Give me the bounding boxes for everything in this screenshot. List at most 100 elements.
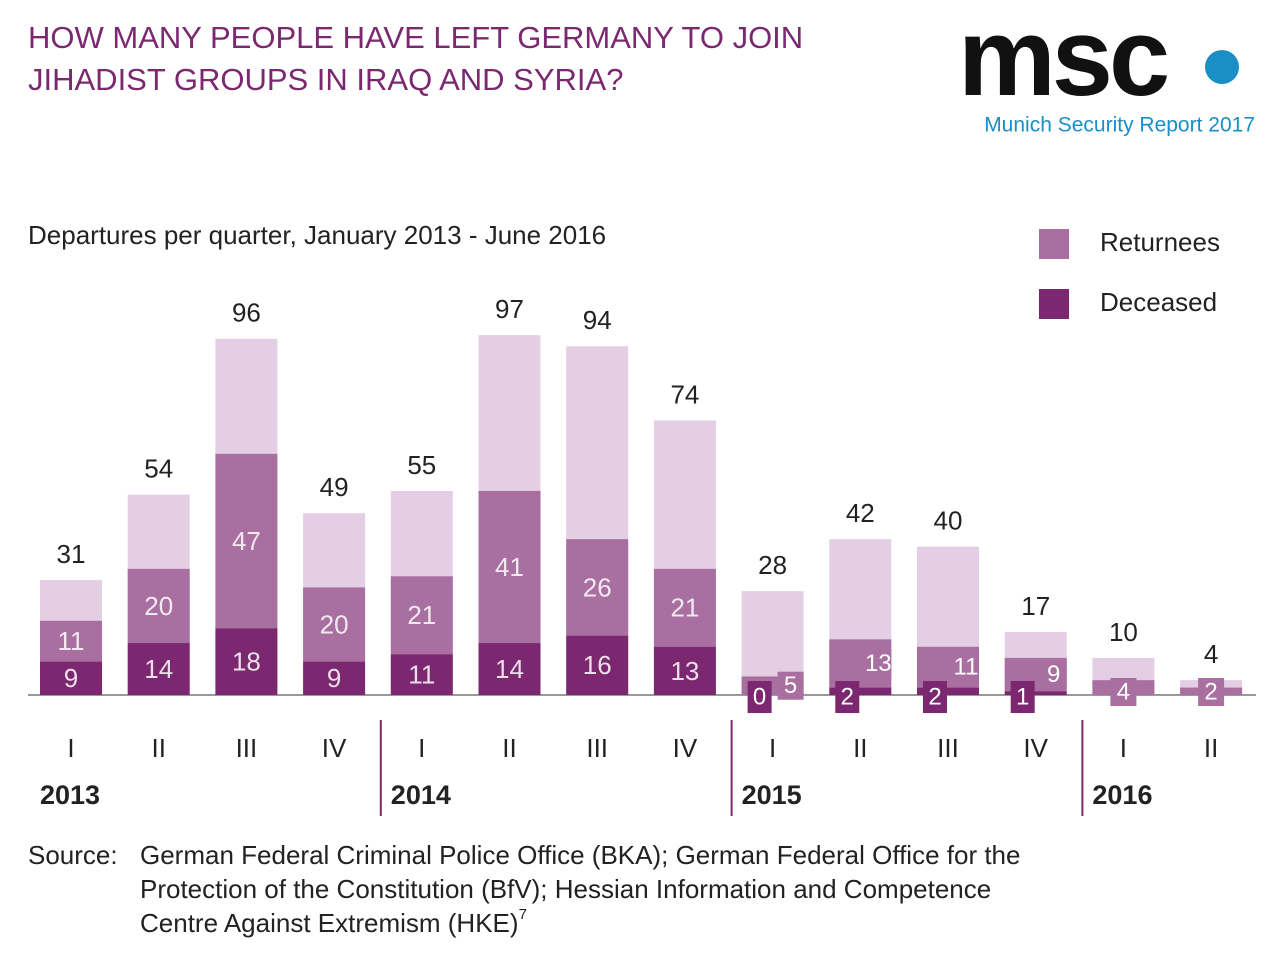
returnees-bar xyxy=(215,453,278,629)
deceased-label-box xyxy=(923,681,947,713)
x-tick-label: II xyxy=(151,733,165,763)
year-label: 2013 xyxy=(40,780,100,810)
source: Centre Against Extremism (HKE)7 xyxy=(140,906,527,938)
returnees-bar xyxy=(478,490,541,644)
returnees-label-box xyxy=(777,671,804,700)
deceased-label: 9 xyxy=(327,663,341,693)
chart-title: HOW MANY PEOPLE HAVE LEFT GERMANY TO JOI… xyxy=(28,20,803,55)
total-label: 55 xyxy=(407,450,436,480)
deceased-bar xyxy=(40,661,102,695)
x-tick-label: III xyxy=(937,733,959,763)
total-label: 28 xyxy=(758,550,787,580)
year-label: 2014 xyxy=(391,780,451,810)
total-label: 97 xyxy=(495,294,524,324)
deceased-bar xyxy=(127,643,190,695)
deceased-label: 1 xyxy=(1016,683,1029,710)
returnees-label: 4 xyxy=(1117,678,1130,705)
deceased-label: 11 xyxy=(408,659,435,689)
total-label: 40 xyxy=(934,505,963,535)
returnees-label-box xyxy=(953,653,979,682)
returnees-label-box xyxy=(1040,660,1067,689)
returnees-bar xyxy=(566,539,629,636)
total-label: 49 xyxy=(320,472,349,502)
deceased-bar xyxy=(566,635,629,695)
deceased-label: 13 xyxy=(670,656,699,686)
deceased-bar xyxy=(390,654,453,695)
deceased-label: 14 xyxy=(144,654,173,684)
deceased-bar xyxy=(215,628,278,695)
source: German Federal Criminal Police Office (B… xyxy=(140,840,1020,870)
returnees-label: 26 xyxy=(583,572,612,602)
deceased-bar xyxy=(653,646,716,695)
source-label: Source: xyxy=(28,840,118,870)
total-label: 54 xyxy=(144,454,173,484)
x-tick-label: II xyxy=(502,733,516,763)
x-tick-label: III xyxy=(586,733,608,763)
logo-subtitle: Munich Security Report 2017 xyxy=(984,114,1255,137)
x-tick-label: I xyxy=(1120,733,1127,763)
deceased-label-box xyxy=(747,681,772,713)
footnote: 7 xyxy=(519,906,527,923)
returnees-bar xyxy=(390,576,453,655)
deceased-label-box xyxy=(835,681,860,713)
x-tick-label: III xyxy=(236,733,258,763)
returnees-bar xyxy=(303,587,366,662)
source: Centre Against Extremism (HKE) xyxy=(140,908,519,938)
total-label: 42 xyxy=(846,498,875,528)
returnees-bar xyxy=(653,568,716,647)
returnees-label: 21 xyxy=(407,600,436,630)
deceased-label: 9 xyxy=(64,663,78,693)
total-label: 4 xyxy=(1204,639,1218,669)
source: Protection of the Constitution (BfV); He… xyxy=(140,874,991,904)
year-label: 2015 xyxy=(742,780,802,810)
returnees-label: 20 xyxy=(320,609,349,639)
returnees-label: 11 xyxy=(954,654,979,681)
deceased-bar xyxy=(478,643,541,695)
x-tick-label: II xyxy=(1204,733,1218,763)
deceased-label-box xyxy=(1010,681,1035,713)
returnees-label: 20 xyxy=(144,591,173,621)
returnees-label: 11 xyxy=(58,626,85,656)
x-tick-label: I xyxy=(418,733,425,763)
total-label: 10 xyxy=(1109,617,1138,647)
deceased-bar xyxy=(829,687,892,695)
returnees-label: 9 xyxy=(1047,661,1060,688)
returnees-label-box xyxy=(1110,678,1137,706)
deceased-label: 16 xyxy=(583,650,612,680)
legend-label: Deceased xyxy=(1100,287,1217,317)
total-label: 94 xyxy=(583,305,612,335)
x-tick-label: IV xyxy=(322,733,347,763)
year-label: 2016 xyxy=(1092,780,1152,810)
deceased-label: 2 xyxy=(841,683,854,710)
chart-title: JIHADIST GROUPS IN IRAQ AND SYRIA? xyxy=(28,62,623,97)
deceased-label: 0 xyxy=(753,683,766,710)
returnees-label: 2 xyxy=(1204,678,1217,705)
returnees-label: 21 xyxy=(670,593,699,623)
deceased-label: 14 xyxy=(495,654,524,684)
x-tick-label: IV xyxy=(1023,733,1048,763)
legend-swatch xyxy=(1039,289,1069,319)
deceased-label: 18 xyxy=(232,646,261,676)
logo-dot xyxy=(1205,50,1239,84)
returnees-label-box xyxy=(865,649,892,678)
total-label: 31 xyxy=(57,539,86,569)
x-tick-label: II xyxy=(853,733,867,763)
legend-swatch xyxy=(1039,229,1069,259)
legend-label: Returnees xyxy=(1100,227,1220,257)
deceased-bar xyxy=(917,687,979,695)
returnees-label: 13 xyxy=(865,650,892,677)
returnees-bar xyxy=(40,620,102,662)
logo-mark: msc xyxy=(958,0,1167,119)
returnees-label: 5 xyxy=(784,672,797,699)
returnees-label: 47 xyxy=(232,526,261,556)
total-label: 96 xyxy=(232,298,261,328)
total-label: 74 xyxy=(670,379,699,409)
deceased-bar xyxy=(303,661,366,695)
x-tick-label: IV xyxy=(673,733,698,763)
returnees-bar xyxy=(127,568,190,644)
x-tick-label: I xyxy=(769,733,776,763)
returnees-label: 41 xyxy=(495,552,524,582)
chart-subtitle: Departures per quarter, January 2013 - J… xyxy=(28,220,606,250)
returnees-label-box xyxy=(1198,678,1225,706)
